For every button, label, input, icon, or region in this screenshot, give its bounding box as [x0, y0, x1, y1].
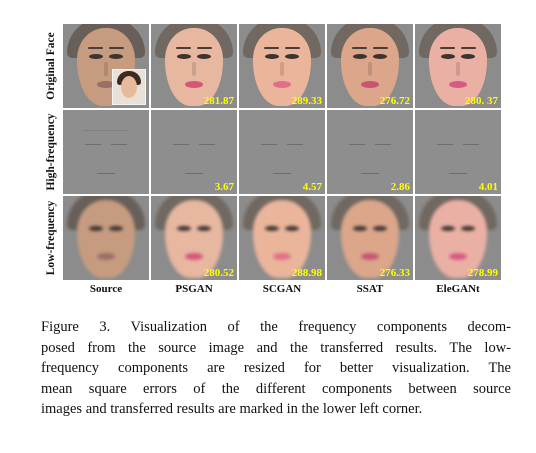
caption-line: Figure 3. Visualization of the frequency…	[41, 319, 511, 335]
caption-line: posed from the source image and the tran…	[41, 339, 511, 356]
psgan-original-score: 281.87	[203, 95, 234, 107]
psgan-low-frequency-image: 280.52	[151, 196, 237, 280]
caption-line: frequency components are resized for bet…	[41, 360, 511, 376]
scgan-high-score: 4.57	[302, 181, 322, 193]
column-label-elegant: EleGANt	[436, 283, 480, 295]
elegant-low-frequency-image: 278.99	[415, 196, 501, 280]
elegant-original-face-image: 280. 37	[415, 24, 501, 108]
scgan-high-frequency-image: 4.57	[239, 110, 325, 194]
row-label-low-frequency: Low-frequency	[45, 200, 57, 276]
scgan-low-frequency-image: 288.98	[239, 196, 325, 280]
column-label-psgan: PSGAN	[175, 283, 213, 295]
source-low-frequency-image	[63, 196, 149, 280]
ssat-high-score: 2.86	[390, 181, 410, 193]
psgan-original-face-image: 281.87	[151, 24, 237, 108]
ssat-original-face-image: 276.72	[327, 24, 413, 108]
psgan-high-frequency-image: 3.67	[151, 110, 237, 194]
row-label-high-frequency: High-frequency	[45, 113, 57, 191]
column-label-scgan: SCGAN	[262, 283, 302, 295]
column-label-ssat: SSAT	[356, 283, 384, 295]
column-label-source: Source	[89, 283, 123, 295]
caption-line: images and transferred results are marke…	[41, 401, 423, 417]
source-original-face-image	[63, 24, 149, 108]
psgan-high-score: 3.67	[214, 181, 234, 193]
elegant-high-score: 4.01	[478, 181, 498, 193]
elegant-original-score: 280. 37	[465, 95, 498, 107]
elegant-low-score: 278.99	[467, 267, 498, 279]
scgan-original-score: 289.33	[291, 95, 322, 107]
caption-line: mean square errors of the different comp…	[41, 380, 511, 397]
ssat-high-frequency-image: 2.86	[327, 110, 413, 194]
elegant-high-frequency-image: 4.01	[415, 110, 501, 194]
source-high-frequency-image	[63, 110, 149, 194]
psgan-low-score: 280.52	[203, 267, 234, 279]
figure-caption: Figure 3. Visualization of the frequency…	[41, 317, 511, 420]
scgan-original-face-image: 289.33	[239, 24, 325, 108]
row-label-original-face: Original Face	[45, 32, 57, 100]
ssat-low-frequency-image: 276.33	[327, 196, 413, 280]
ssat-low-score: 276.33	[379, 267, 410, 279]
ssat-original-score: 276.72	[379, 95, 410, 107]
scgan-low-score: 288.98	[291, 267, 322, 279]
reference-face-inset	[112, 69, 146, 105]
